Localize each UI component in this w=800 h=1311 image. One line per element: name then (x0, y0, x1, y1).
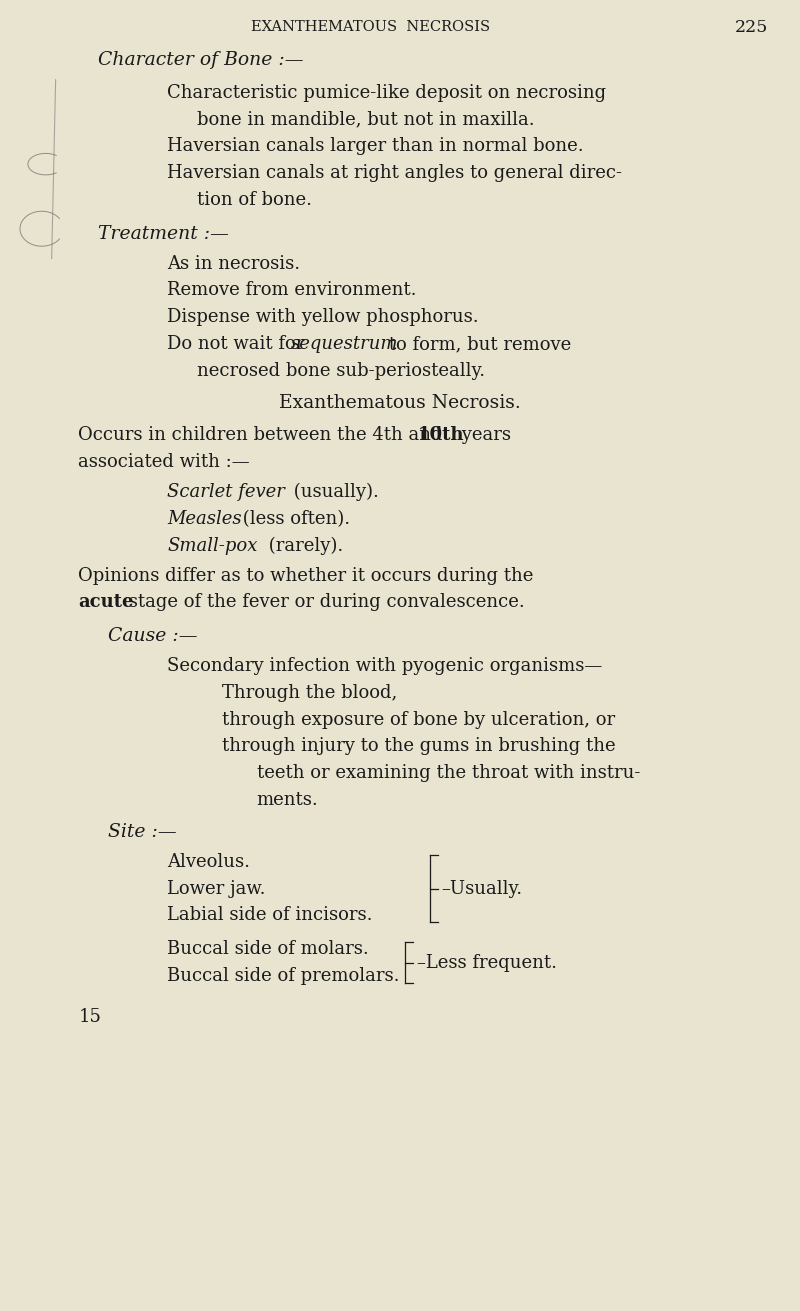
Text: As in necrosis.: As in necrosis. (167, 254, 301, 273)
Text: to form, but remove: to form, but remove (383, 336, 571, 353)
Text: stage of the fever or during convalescence.: stage of the fever or during convalescen… (123, 594, 525, 611)
Text: Buccal side of premolars.: Buccal side of premolars. (167, 968, 400, 985)
Text: Buccal side of molars.: Buccal side of molars. (167, 940, 369, 958)
Text: –Usually.: –Usually. (442, 880, 522, 898)
Text: Small-pox: Small-pox (167, 536, 258, 555)
Text: Opinions differ as to whether it occurs during the: Opinions differ as to whether it occurs … (78, 566, 534, 585)
Text: Do not wait for: Do not wait for (167, 336, 310, 353)
Text: acute: acute (78, 594, 134, 611)
Text: Lower jaw.: Lower jaw. (167, 880, 266, 898)
Text: 10th: 10th (418, 426, 464, 444)
Text: Remove from environment.: Remove from environment. (167, 282, 417, 299)
Text: Exanthematous Necrosis.: Exanthematous Necrosis. (279, 393, 521, 412)
Text: Through the blood,: Through the blood, (222, 684, 397, 701)
Text: through exposure of bone by ulceration, or: through exposure of bone by ulceration, … (222, 711, 615, 729)
Text: through injury to the gums in brushing the: through injury to the gums in brushing t… (222, 737, 615, 755)
Text: 225: 225 (734, 18, 768, 35)
Text: Site :—: Site :— (108, 823, 177, 840)
Text: Occurs in children between the 4th and: Occurs in children between the 4th and (78, 426, 449, 444)
Text: Haversian canals larger than in normal bone.: Haversian canals larger than in normal b… (167, 138, 584, 155)
Text: ments.: ments. (257, 791, 318, 809)
Text: associated with :—: associated with :— (78, 454, 250, 471)
Text: Haversian canals at right angles to general direc-: Haversian canals at right angles to gene… (167, 164, 622, 182)
Text: Dispense with yellow phosphorus.: Dispense with yellow phosphorus. (167, 308, 479, 326)
Text: –Less frequent.: –Less frequent. (417, 953, 557, 971)
Text: (less often).: (less often). (237, 510, 350, 528)
Text: Character of Bone :—: Character of Bone :— (98, 51, 304, 68)
Text: Characteristic pumice-like deposit on necrosing: Characteristic pumice-like deposit on ne… (167, 84, 606, 101)
Text: (rarely).: (rarely). (263, 536, 344, 555)
Text: Cause :—: Cause :— (108, 627, 198, 645)
Text: Treatment :—: Treatment :— (98, 224, 229, 243)
Text: (usually).: (usually). (288, 482, 379, 501)
Text: years: years (457, 426, 511, 444)
Text: Labial side of incisors.: Labial side of incisors. (167, 906, 373, 924)
Text: 15: 15 (78, 1008, 102, 1025)
Text: Alveolus.: Alveolus. (167, 852, 250, 871)
Text: teeth or examining the throat with instru-: teeth or examining the throat with instr… (257, 764, 640, 783)
Text: necrosed bone sub-periosteally.: necrosed bone sub-periosteally. (197, 362, 486, 380)
Text: bone in mandible, but not in maxilla.: bone in mandible, but not in maxilla. (197, 110, 534, 128)
Text: EXANTHEMATOUS  NECROSIS: EXANTHEMATOUS NECROSIS (250, 20, 490, 34)
Text: sequestrum: sequestrum (290, 336, 398, 353)
Text: Secondary infection with pyogenic organisms—: Secondary infection with pyogenic organi… (167, 657, 602, 675)
Text: Measles: Measles (167, 510, 242, 528)
Text: Scarlet fever: Scarlet fever (167, 482, 286, 501)
Text: tion of bone.: tion of bone. (197, 191, 312, 208)
